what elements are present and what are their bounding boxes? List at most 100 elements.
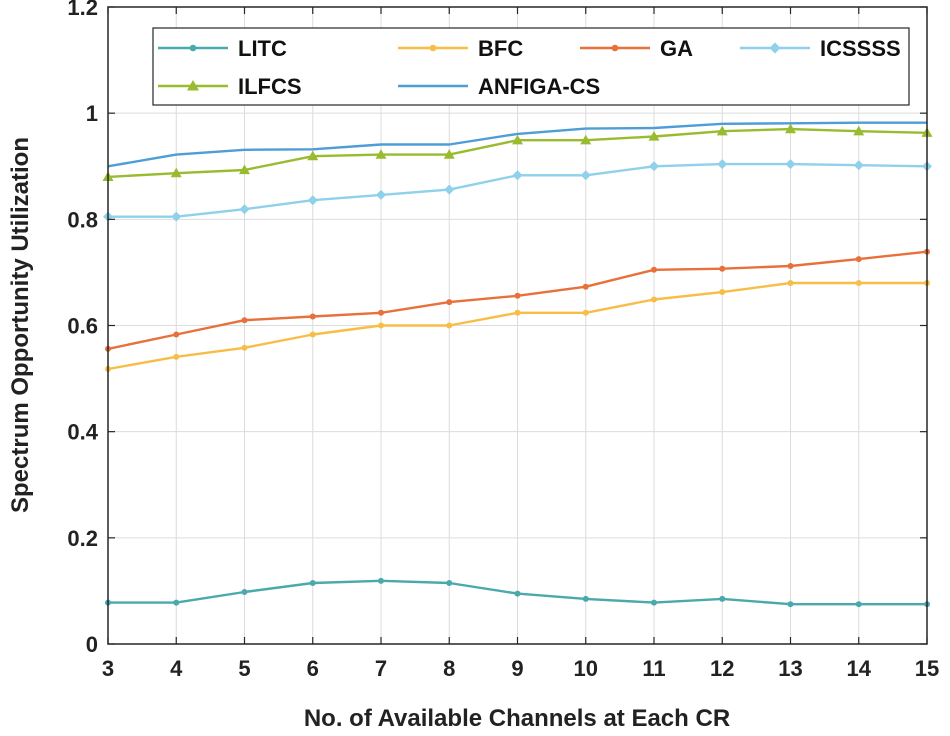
data-point	[173, 331, 180, 338]
data-point	[649, 161, 659, 172]
data-point	[787, 601, 794, 608]
data-point	[239, 164, 250, 175]
legend-item: BFC	[398, 36, 523, 61]
y-axis-ticks: 0 0.2 0.4 0.6 0.8 1 1.2	[67, 0, 927, 657]
legend-marker	[429, 44, 437, 52]
data-point	[853, 160, 864, 171]
x-tick-label: 3	[102, 656, 114, 681]
data-point	[651, 599, 657, 606]
x-tick-label: 14	[847, 656, 872, 681]
y-tick-label: 0.2	[67, 526, 98, 551]
y-axis-title: Spectrum Opportunity Utilization	[7, 137, 34, 513]
legend-label: ICSSSS	[820, 36, 901, 61]
y-tick-label: 0.4	[67, 420, 98, 445]
data-point	[787, 263, 794, 270]
legend: LITC BFC GA ICSSSS ILFCS ANFIGA-CS	[152, 27, 910, 106]
legend-marker	[769, 42, 781, 54]
x-axis-ticks: 3 4 5 6 7 8 9 10 11 12 13 14 15	[102, 7, 939, 681]
x-tick-label: 9	[511, 656, 523, 681]
data-point	[719, 265, 726, 272]
y-tick-label: 1.2	[67, 0, 98, 20]
data-point	[855, 256, 862, 263]
data-point	[512, 170, 523, 181]
data-point	[378, 309, 384, 316]
data-point	[170, 167, 182, 178]
y-tick-label: 0.8	[67, 207, 98, 232]
data-point	[853, 125, 865, 136]
data-point	[785, 159, 796, 170]
data-point	[171, 211, 182, 222]
data-point	[309, 313, 316, 320]
legend-item: ICSSSS	[740, 36, 901, 61]
legend-label: ANFIGA-CS	[478, 74, 600, 99]
data-point	[173, 599, 180, 606]
data-point	[378, 322, 384, 329]
data-point	[241, 588, 248, 595]
data-point	[241, 317, 248, 324]
data-point	[309, 331, 316, 338]
data-point	[514, 309, 521, 316]
data-point	[307, 150, 319, 161]
y-tick-label: 0	[86, 632, 98, 657]
data-point	[582, 309, 589, 316]
x-tick-label: 7	[375, 656, 387, 681]
x-tick-label: 4	[170, 656, 183, 681]
x-tick-label: 15	[915, 656, 939, 681]
data-point	[719, 289, 726, 296]
legend-label: ILFCS	[238, 74, 302, 99]
series-litc	[105, 577, 930, 608]
data-point	[582, 595, 589, 602]
legend-item: GA	[580, 36, 693, 61]
data-point	[785, 123, 796, 134]
data-point	[378, 577, 384, 584]
data-point	[512, 134, 523, 145]
data-point	[309, 579, 316, 586]
x-tick-label: 12	[710, 656, 734, 681]
data-point	[376, 189, 386, 200]
x-axis-title: No. of Available Channels at Each CR	[304, 705, 730, 732]
data-point	[717, 159, 728, 170]
data-point	[307, 195, 318, 206]
x-tick-label: 11	[642, 656, 665, 681]
legend-label: BFC	[478, 36, 523, 61]
series-anfiga-cs	[107, 121, 927, 168]
x-tick-label: 6	[307, 656, 319, 681]
legend-label: LITC	[238, 36, 287, 61]
x-tick-label: 13	[778, 656, 802, 681]
data-point	[514, 292, 521, 299]
data-point	[443, 149, 455, 159]
x-tick-label: 8	[443, 656, 455, 681]
y-tick-label: 0.6	[67, 314, 98, 339]
data-point	[446, 299, 453, 306]
data-point	[787, 280, 794, 287]
legend-box	[152, 27, 910, 106]
data-point	[173, 353, 180, 360]
legend-label: GA	[660, 36, 693, 61]
data-point	[446, 579, 453, 586]
data-point	[444, 184, 455, 195]
data-point	[855, 280, 862, 287]
x-tick-label: 10	[574, 656, 598, 681]
data-point	[651, 296, 657, 303]
data-point	[241, 344, 248, 351]
x-tick-label: 5	[238, 656, 250, 681]
data-point	[582, 283, 589, 290]
legend-marker	[611, 44, 619, 52]
legend-item: ILFCS	[158, 74, 302, 99]
series-icssss	[103, 159, 932, 222]
y-tick-label: 1	[86, 101, 98, 126]
data-point	[580, 134, 592, 145]
data-point	[514, 590, 521, 597]
legend-marker	[189, 44, 197, 52]
data-point	[719, 595, 726, 602]
data-point	[651, 266, 657, 273]
data-point	[648, 131, 660, 141]
data-point	[239, 204, 250, 215]
data-point	[716, 125, 728, 136]
data-point	[580, 170, 591, 181]
data-point	[375, 149, 387, 159]
legend-item: ANFIGA-CS	[398, 74, 600, 99]
legend-marker	[186, 79, 200, 91]
series-line	[107, 121, 927, 168]
